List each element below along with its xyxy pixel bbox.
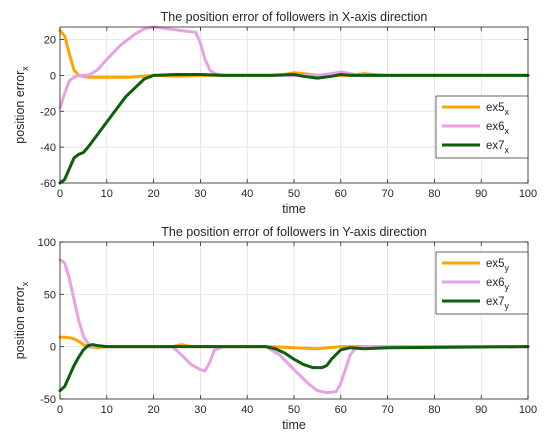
x-tick-label: 50 (288, 404, 300, 416)
legend-entry-subscript: y (505, 282, 510, 292)
x-tick-label: 40 (241, 404, 253, 416)
y-tick-label: -50 (40, 394, 56, 406)
x-tick-label: 30 (194, 404, 206, 416)
y-axis-label-subscript: x (20, 281, 30, 286)
x-tick-label: 60 (335, 404, 347, 416)
x-tick-label: 10 (101, 188, 113, 200)
y-tick-label: 20 (44, 35, 56, 47)
legend-entry-name: ex7 (486, 296, 505, 308)
x-tick-label: 40 (241, 188, 253, 200)
y-axis-label: position errorx (13, 66, 30, 144)
x-tick-label: 0 (57, 188, 63, 200)
legend-entry: ex5x (486, 102, 510, 117)
y-axis-label-subscript: x (20, 66, 30, 71)
legend-entry: ex7x (486, 140, 510, 155)
y-axis-label: position errorx (13, 281, 30, 359)
legend-entry-name: ex5 (486, 102, 505, 114)
chart-title: The position error of followers in Y-axi… (161, 225, 426, 239)
y-axis-label-text: position error (13, 71, 27, 144)
x-tick-label: 10 (101, 404, 113, 416)
x-tick-label: 90 (475, 188, 487, 200)
legend-entry: ex7y (486, 296, 510, 311)
series-line-ex7y (58, 343, 530, 393)
legend-entry: ex6y (486, 277, 510, 292)
y-tick-label: -60 (40, 178, 56, 190)
legend-entry-name: ex7 (486, 140, 505, 152)
legend-entry: ex5y (486, 258, 510, 273)
y-tick-label: -40 (40, 142, 56, 154)
x-tick-label: 100 (519, 404, 537, 416)
x-tick-label: 60 (335, 188, 347, 200)
x-tick-label: 100 (519, 188, 537, 200)
x-tick-label: 90 (475, 404, 487, 416)
legend-entry-subscript: x (505, 145, 510, 155)
chart-panel-1: 0 10 20 30 40 50 60 70 80 90 100 -60 -40 -20 0 20 The po… (13, 10, 537, 216)
y-axis-label-text: position error (13, 286, 27, 359)
x-axis-label: time (282, 202, 306, 216)
x-tick-label: 70 (381, 188, 393, 200)
x-axis-label: time (282, 418, 306, 432)
x-tick-label: 50 (288, 188, 300, 200)
legend-entry: ex6x (486, 121, 510, 136)
y-tick-label: -20 (40, 106, 56, 118)
y-tick-label: 0 (50, 342, 56, 354)
legend-entry-name: ex5 (486, 258, 505, 270)
legend-entry-subscript: x (505, 126, 510, 136)
x-tick-label: 20 (147, 188, 159, 200)
y-tick-label: 50 (44, 289, 56, 301)
x-tick-label: 0 (57, 404, 63, 416)
x-tick-label: 80 (428, 188, 440, 200)
x-tick-label: 20 (147, 404, 159, 416)
y-tick-label: 0 (50, 70, 56, 82)
legend-entry-subscript: y (505, 301, 510, 311)
x-tick-label: 70 (381, 404, 393, 416)
legend-entry-name: ex6 (486, 277, 505, 289)
series-line-ex6x (58, 25, 530, 110)
legend-entry-subscript: y (505, 263, 510, 273)
legend-entry-name: ex6 (486, 121, 505, 133)
y-tick-label: 100 (38, 237, 56, 249)
legend-entry-subscript: x (505, 107, 510, 117)
series-line-ex6y (58, 258, 530, 395)
x-tick-label: 80 (428, 404, 440, 416)
series-line-ex7x (58, 73, 530, 185)
chart-title: The position error of followers in X-axi… (161, 10, 428, 24)
x-tick-label: 30 (194, 188, 206, 200)
